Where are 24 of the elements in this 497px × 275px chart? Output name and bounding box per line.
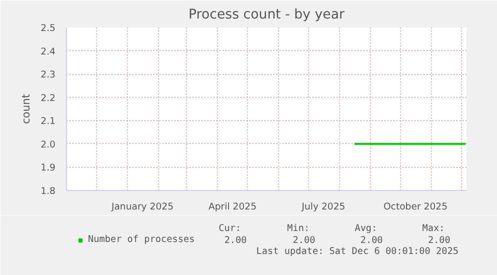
text: Cur: [218, 223, 242, 234]
text: 2.00 [428, 235, 451, 246]
text: Last update: Sat Dec 6 00:01:00 2025 [256, 246, 458, 257]
y-tick-label: 1.9 [40, 162, 56, 174]
y-tick-label: 2.1 [40, 116, 56, 128]
text: 2.00 [292, 235, 316, 246]
x-tick-label: April 2025 [208, 202, 257, 212]
x-tick-label: October 2025 [383, 202, 448, 212]
y-tick-label: 2.4 [40, 46, 56, 58]
y-tick-label: 2.3 [40, 70, 56, 81]
x-tick-label: July 2025 [300, 202, 346, 212]
y-tick-label: 1.8 [40, 186, 56, 197]
y-axis-title: count [20, 94, 33, 124]
text: 2.00 [360, 235, 384, 246]
text: Min: [287, 223, 310, 234]
y-tick-label: 2.0 [40, 139, 56, 150]
text: Max: [422, 223, 445, 234]
text: Avg: [354, 223, 378, 234]
text: 2.00 [224, 235, 248, 246]
y-tick-label: 2.2 [40, 92, 56, 104]
legend-label: Number of processes [88, 234, 195, 245]
chart-title: Process count - by year [188, 8, 346, 22]
x-tick-label: January 2025 [110, 202, 174, 212]
y-tick-label: 2.5 [40, 23, 56, 34]
